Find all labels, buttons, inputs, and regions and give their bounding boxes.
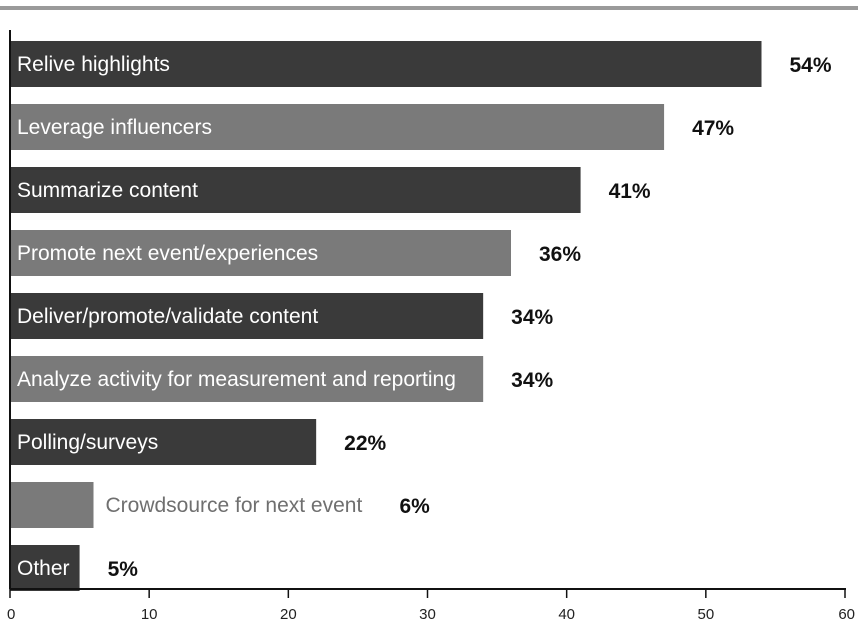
bar-category-label: Leverage influencers: [17, 116, 212, 139]
bar-category-label: Polling/surveys: [17, 431, 158, 454]
bar: [10, 167, 581, 213]
x-tick-label: 10: [141, 606, 158, 623]
bar-category-label: Crowdsource for next event: [106, 494, 363, 517]
bar: [10, 104, 665, 150]
bar-category-label: Relive highlights: [17, 53, 170, 76]
x-tick-label: 60: [838, 606, 855, 623]
top-rule: [0, 6, 858, 10]
bars-group: Relive highlights 54% Leverage influencers…: [10, 41, 832, 591]
bar: [10, 545, 80, 591]
bar-category-label: Analyze activity for measurement and rep…: [17, 368, 456, 391]
bar: [10, 482, 94, 528]
bar: [10, 356, 484, 402]
bar-category-label: Summarize content: [17, 179, 198, 202]
x-tick-label: 0: [7, 606, 15, 623]
x-axis: 0 10 20 30 40 50 60: [7, 30, 855, 623]
x-tick-label: 50: [697, 606, 714, 623]
bar: [10, 293, 484, 339]
bar-category-label: Deliver/promote/validate content: [17, 305, 318, 328]
bar: [10, 419, 317, 465]
bar-value-label: 34%: [511, 369, 553, 392]
bar-value-label: 54%: [790, 54, 832, 77]
bar-value-label: 5%: [108, 558, 139, 581]
bar-value-label: 34%: [511, 306, 553, 329]
bar: [10, 41, 762, 87]
bar-value-label: 22%: [344, 432, 386, 455]
bar-value-label: 6%: [399, 495, 430, 518]
bar-value-label: 47%: [692, 117, 734, 140]
bar-value-label: 41%: [609, 180, 651, 203]
x-tick-label: 40: [558, 606, 575, 623]
bar: [10, 230, 511, 276]
bar-category-label: Other: [17, 557, 70, 580]
bar-category-label: Promote next event/experiences: [17, 242, 318, 265]
x-tick-label: 20: [280, 606, 297, 623]
bar-value-label: 36%: [539, 243, 581, 266]
x-tick-label: 30: [419, 606, 436, 623]
